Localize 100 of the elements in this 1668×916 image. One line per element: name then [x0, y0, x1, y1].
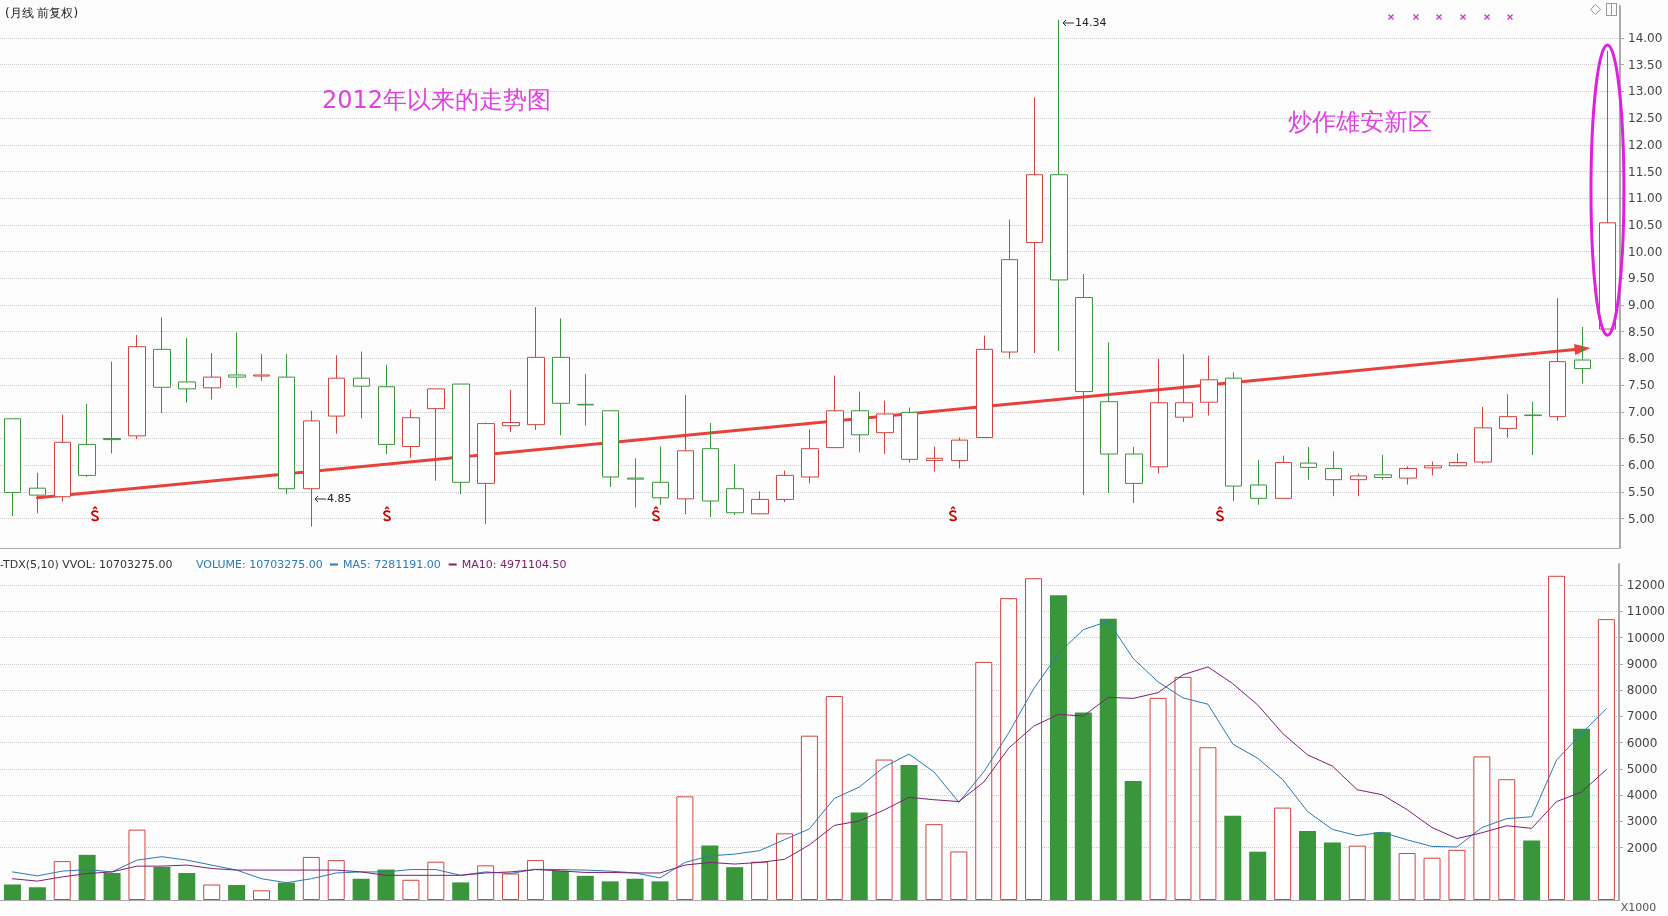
- bar: [751, 861, 769, 900]
- annotation: 2012年以来的走势图: [322, 86, 552, 114]
- candlestick: [427, 388, 445, 482]
- bar: [1249, 851, 1267, 900]
- annotation: 炒作雄安新区: [1288, 108, 1432, 136]
- bar: [153, 866, 171, 900]
- bar: [302, 856, 320, 900]
- candlestick: [826, 375, 844, 449]
- y-tick-label: 10.50: [1628, 217, 1663, 232]
- bar: [1299, 830, 1317, 900]
- candlestick: [1449, 452, 1467, 467]
- y-tick-label: 9.50: [1628, 271, 1655, 286]
- bar: [900, 765, 918, 900]
- candlestick: [278, 353, 295, 495]
- bar: [178, 872, 196, 900]
- candlestick: [702, 422, 719, 518]
- bar: [1000, 598, 1018, 900]
- y-tick-label: 13.00: [1628, 84, 1663, 99]
- bar: [1523, 840, 1541, 900]
- legend-label: MA5: 7281191.00: [343, 558, 441, 571]
- bar: [502, 873, 520, 900]
- candlestick: [1399, 465, 1417, 485]
- candlestick: [1524, 401, 1542, 456]
- y-tick-label: 7.50: [1628, 378, 1655, 393]
- y-tick-label: 12.50: [1628, 111, 1663, 126]
- bar: [28, 887, 46, 900]
- candlestick: [677, 394, 694, 515]
- y-tick-label: 12000: [1626, 578, 1666, 592]
- annotation: VOLUME: 10703275.00: [196, 558, 323, 571]
- y-tick-label: 3000: [1626, 814, 1658, 829]
- bar: [1099, 618, 1117, 900]
- bar: [1498, 779, 1516, 900]
- y-tick-label: 9000: [1626, 656, 1658, 671]
- candlestick: [627, 457, 644, 508]
- candlestick: [78, 403, 96, 478]
- candlestick: [203, 352, 221, 401]
- bar: [726, 867, 744, 900]
- y-tick-label: 5.50: [1628, 484, 1655, 499]
- bar: [352, 878, 370, 900]
- candlestick: [402, 409, 420, 459]
- y-axis-title: X1000: [1620, 901, 1657, 914]
- candlestick: [1275, 455, 1292, 499]
- bar: [676, 796, 694, 900]
- bar: [1323, 842, 1341, 900]
- y-tick-label: 14.00: [1628, 31, 1663, 46]
- bar: [1199, 747, 1217, 900]
- bar: [875, 759, 893, 900]
- candlestick: [801, 428, 819, 484]
- bar: [1224, 815, 1242, 900]
- candlestick: [1474, 406, 1492, 465]
- candlestick: [4, 418, 21, 517]
- y-tick-label: 6.50: [1628, 431, 1655, 446]
- y-tick-label: 6000: [1626, 735, 1658, 750]
- y-tick-label: 4000: [1626, 788, 1658, 802]
- bar: [925, 824, 943, 900]
- candlestick: [901, 407, 918, 464]
- candlestick: [378, 364, 395, 455]
- bar: [1149, 697, 1167, 900]
- bar: [1448, 849, 1466, 900]
- y-tick-label: 11000: [1626, 604, 1666, 619]
- candlestick: [751, 490, 769, 515]
- bar: [576, 875, 594, 900]
- bar: [1074, 712, 1092, 900]
- bar: [53, 861, 71, 900]
- y-tick-label: 13.50: [1628, 57, 1663, 72]
- candlestick: [228, 331, 246, 389]
- candlestick: [552, 317, 570, 436]
- candlestick: [602, 410, 619, 488]
- candlestick: [1350, 473, 1367, 497]
- y-tick-label: 9.00: [1628, 298, 1655, 313]
- candlestick: [577, 373, 594, 427]
- bar: [78, 854, 96, 900]
- bar: [103, 872, 121, 900]
- line-series: [11, 666, 1607, 882]
- y-tick-label: 10.00: [1628, 244, 1663, 259]
- candlestick: [1200, 355, 1218, 417]
- y-tick-label: 8000: [1626, 683, 1658, 697]
- candlestick: [1125, 446, 1143, 504]
- bar: [427, 861, 445, 900]
- candlestick: [1100, 341, 1118, 494]
- candlestick: [1325, 450, 1342, 497]
- candlestick: [1075, 273, 1093, 496]
- candlestick: [54, 414, 71, 503]
- candlestick: [178, 337, 196, 404]
- bar: [1473, 756, 1491, 900]
- y-tick-label: 8.50: [1628, 324, 1655, 339]
- candlestick: [876, 400, 894, 455]
- bar: [601, 881, 619, 900]
- bar: [402, 879, 420, 900]
- bar: [128, 829, 146, 900]
- y-tick-label: 2000: [1626, 840, 1658, 855]
- candlestick: [926, 446, 943, 473]
- bar: [1423, 857, 1441, 900]
- candlestick: [1300, 446, 1317, 481]
- candlestick: [1374, 454, 1392, 481]
- bar: [776, 833, 794, 900]
- bar: [975, 661, 993, 900]
- candlestick: [1225, 371, 1242, 502]
- y-tick-label: 7000: [1626, 709, 1658, 724]
- candlestick: [452, 383, 470, 495]
